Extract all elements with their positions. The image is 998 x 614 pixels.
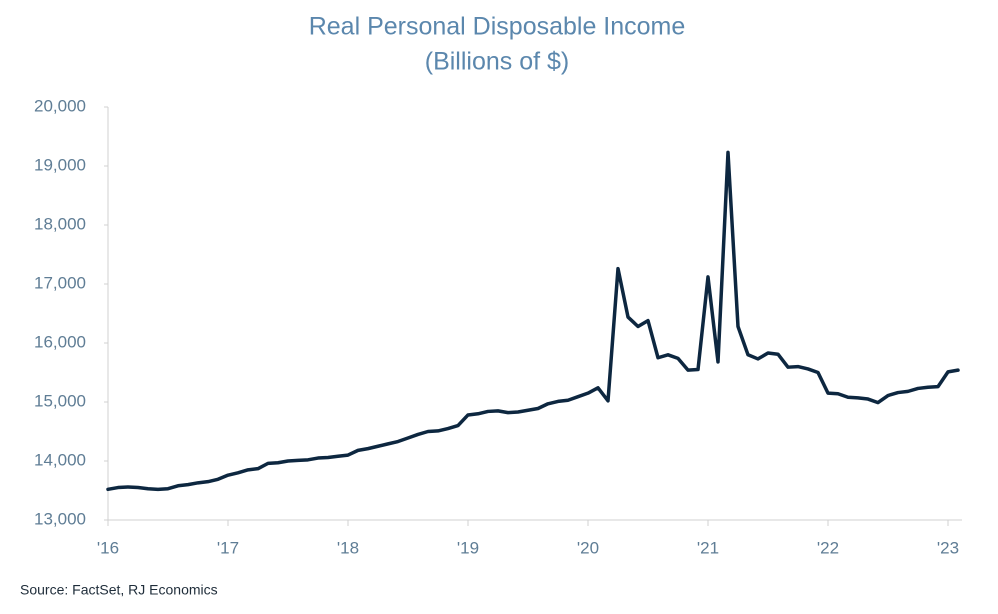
x-tick-label: '22 <box>817 538 839 557</box>
y-tick-label: 20,000 <box>34 96 86 115</box>
x-tick-label: '23 <box>937 538 959 557</box>
x-tick-label: '20 <box>577 538 599 557</box>
x-tick-label: '21 <box>697 538 719 557</box>
x-tick-label: '16 <box>97 538 119 557</box>
x-tick-label: '17 <box>217 538 239 557</box>
source-note: Source: FactSet, RJ Economics <box>20 582 218 598</box>
y-tick-label: 14,000 <box>34 450 86 469</box>
y-tick-label: 18,000 <box>34 214 86 233</box>
chart-title: Real Personal Disposable Income <box>309 13 686 41</box>
x-tick-label: '18 <box>337 538 359 557</box>
chart-subtitle: (Billions of $) <box>425 48 570 76</box>
y-tick-label: 19,000 <box>34 155 86 174</box>
y-tick-label: 17,000 <box>34 273 86 292</box>
x-tick-label: '19 <box>457 538 479 557</box>
y-tick-label: 13,000 <box>34 509 86 528</box>
y-tick-label: 16,000 <box>34 332 86 351</box>
y-tick-label: 15,000 <box>34 391 86 410</box>
series-line <box>106 150 960 492</box>
